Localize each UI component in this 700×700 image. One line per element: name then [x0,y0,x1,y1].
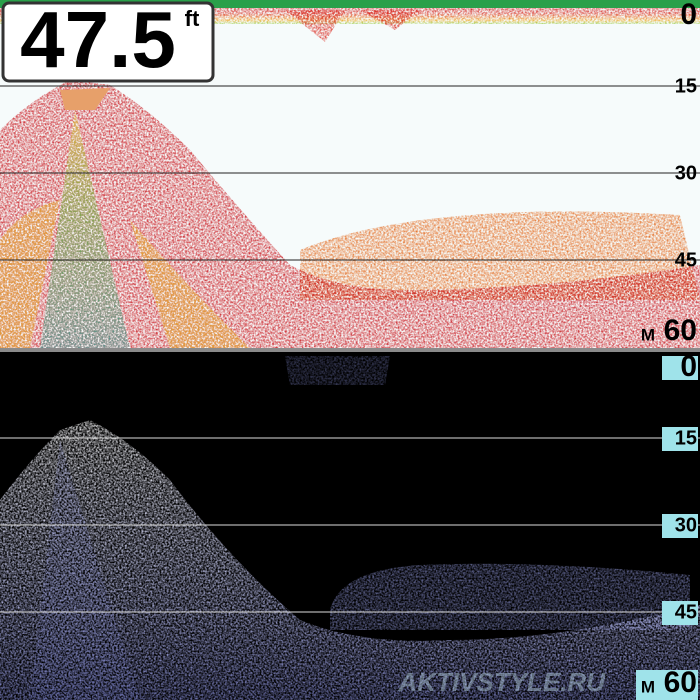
scale-label-bg [636,670,698,700]
depth-scale-label: 0 [680,350,697,383]
depth-readout: 47.5 ft [1,0,215,84]
depth-scale-label: 30 [675,162,697,184]
depth-lines [0,85,700,261]
watermark: AKTIVSTYLE.RU [397,667,606,697]
depth-scale-label: 15 [675,427,697,449]
depth-scale-label: 15 [675,75,697,97]
range-unit: M [641,677,655,696]
range-value: 60 [664,314,697,347]
divider [0,348,700,352]
depth-lines [0,437,700,613]
range-unit: M [641,325,655,344]
depth-scale-label: 0 [680,0,697,31]
scale-label-bg [662,356,698,380]
color-sonar-panel [0,0,700,348]
scale-label-bg [662,601,698,625]
depth-scale-label: 45 [675,601,697,623]
depth-unit: ft [185,6,200,31]
depth-scale-label: 45 [675,249,697,271]
scale-label-bg [662,514,698,538]
down-imaging-panel [0,352,700,700]
depth-scale-label: 30 [675,514,697,536]
range-value: 60 [664,666,697,699]
depth-value: 47.5 [20,0,176,84]
scale-label-bg [662,427,698,451]
